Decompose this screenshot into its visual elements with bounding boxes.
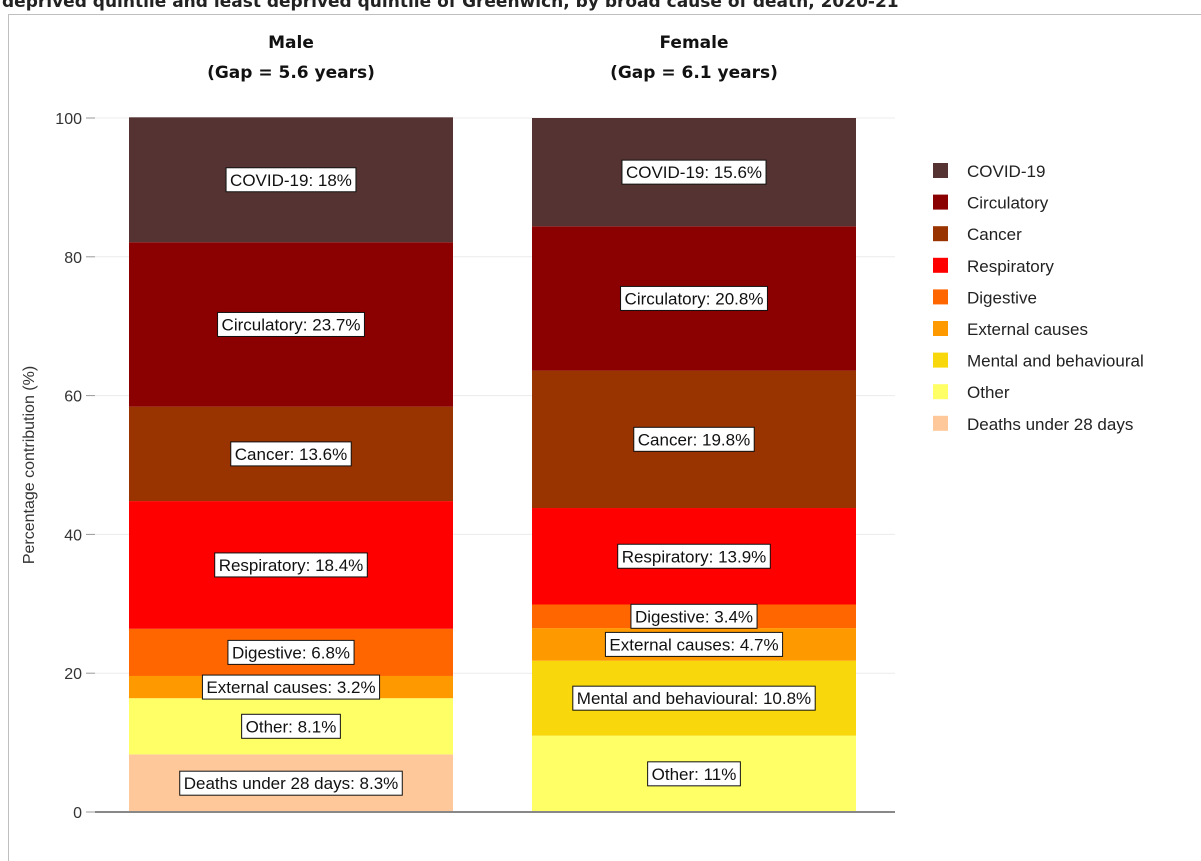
data-label-box	[621, 159, 767, 185]
data-label: Other: 8.1%	[246, 717, 337, 736]
data-label: Circulatory: 20.8%	[625, 289, 764, 308]
data-label: External causes: 4.7%	[609, 635, 778, 654]
data-label-box	[617, 543, 771, 569]
data-label: Digestive: 3.4%	[635, 607, 753, 626]
data-label: Circulatory: 23.7%	[222, 315, 361, 334]
legend-swatch-covid-19	[933, 163, 948, 178]
data-label-box	[620, 285, 768, 311]
data-label-box	[214, 552, 368, 578]
data-label: Respiratory: 18.4%	[219, 556, 364, 575]
y-tick-label: 80	[64, 250, 82, 267]
data-label-box	[217, 311, 365, 337]
data-label-box	[572, 685, 816, 711]
legend-swatch-cancer	[933, 226, 948, 242]
legend-label: Deaths under 28 days	[967, 415, 1133, 434]
legend-label: Other	[967, 383, 1010, 402]
y-tick-label: 0	[73, 805, 82, 822]
data-label-box	[647, 761, 741, 787]
data-label-box	[633, 426, 755, 452]
data-label-box	[630, 603, 758, 629]
y-tick-label: 100	[55, 111, 82, 128]
legend-swatch-other	[933, 384, 948, 400]
data-label: Other: 11%	[652, 765, 737, 784]
panel-subtitle: (Gap = 5.6 years)	[207, 63, 375, 83]
legend-swatch-deaths-under-28-days	[933, 415, 948, 431]
legend-label: Cancer	[967, 225, 1022, 244]
legend-swatch-digestive	[933, 289, 948, 305]
data-label-box	[241, 713, 341, 739]
data-label: External causes: 3.2%	[206, 678, 375, 697]
panel-title: Female	[660, 33, 729, 53]
data-label: COVID-19: 18%	[230, 171, 352, 190]
y-tick-label: 60	[64, 389, 82, 406]
data-label: Digestive: 6.8%	[232, 643, 350, 662]
panel-subtitle: (Gap = 6.1 years)	[610, 63, 778, 83]
y-tick-label: 40	[64, 527, 82, 544]
page-title: deprived quintile and least deprived qui…	[2, 0, 899, 12]
legend-swatch-respiratory	[933, 257, 948, 273]
data-label: Deaths under 28 days: 8.3%	[184, 774, 399, 793]
data-label: Cancer: 13.6%	[235, 445, 347, 464]
legend-label: External causes	[967, 320, 1088, 339]
legend-label: Respiratory	[967, 257, 1054, 276]
data-label-box	[179, 770, 403, 796]
legend-label: Mental and behavioural	[967, 352, 1144, 371]
data-label: COVID-19: 15.6%	[626, 163, 762, 182]
legend-label: Circulatory	[967, 194, 1049, 213]
legend-label: Digestive	[967, 288, 1037, 307]
data-label: Mental and behavioural: 10.8%	[577, 689, 811, 708]
y-axis-title: Percentage contribution (%)	[21, 366, 38, 564]
y-tick-label: 20	[64, 666, 82, 683]
data-label: Cancer: 19.8%	[638, 430, 750, 449]
chart-frame	[8, 14, 1201, 861]
data-label-box	[225, 167, 357, 193]
data-label: Respiratory: 13.9%	[622, 547, 767, 566]
panel-title: Male	[268, 33, 314, 53]
legend-swatch-circulatory	[933, 194, 948, 210]
data-label-box	[604, 631, 784, 657]
legend-swatch-mental-and-behavioural	[933, 352, 948, 368]
data-label-box	[227, 639, 355, 665]
data-label-box	[201, 674, 381, 700]
data-label-box	[230, 441, 352, 467]
legend-label: COVID-19	[967, 162, 1045, 181]
legend-swatch-external-causes	[933, 321, 948, 336]
